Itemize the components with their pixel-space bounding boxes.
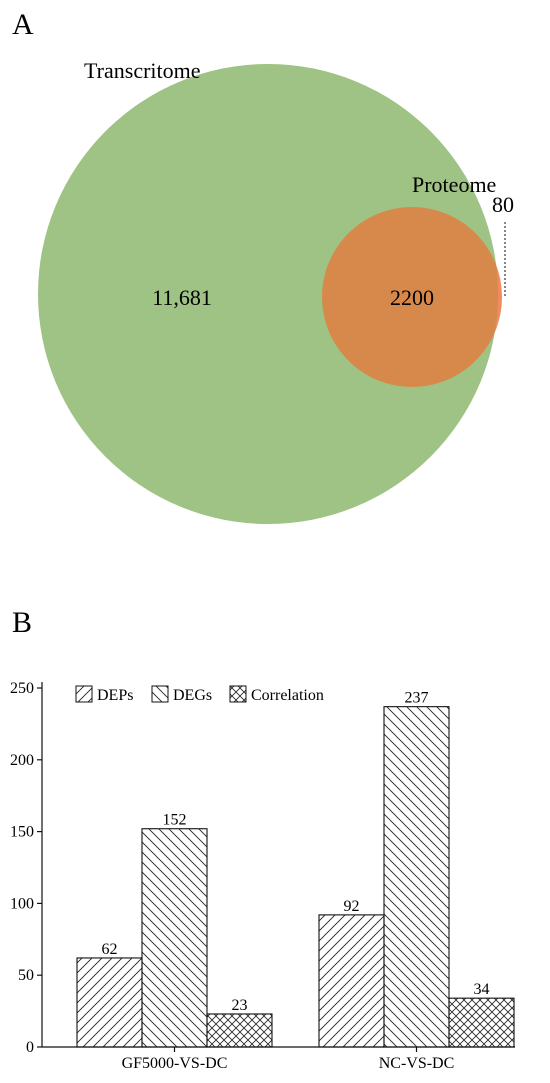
bar-degs-2 xyxy=(383,706,450,1048)
bar-value-label: 34 xyxy=(474,981,490,998)
legend-label-correlation: Correlation xyxy=(251,687,324,704)
y-tick-label: 250 xyxy=(10,680,34,697)
bar-deps-1 xyxy=(76,957,143,1048)
y-tick-label: 0 xyxy=(26,1039,34,1056)
y-tick-label: 50 xyxy=(18,967,34,984)
x-tick-label: GF5000-VS-DC xyxy=(122,1055,228,1072)
chart-bars: 62 152 23 92 237 34 xyxy=(76,690,515,1048)
bar-value-label: 92 xyxy=(344,898,360,915)
bar-deps-2 xyxy=(318,914,385,1048)
bar-value-label: 237 xyxy=(405,690,429,707)
y-tick-label: 150 xyxy=(10,824,34,841)
y-tick-label: 200 xyxy=(10,752,34,769)
venn-count-proteome-only: 80 xyxy=(492,192,514,217)
venn-circle-transcriptome xyxy=(38,64,498,524)
venn-count-overlap: 2200 xyxy=(390,285,434,310)
bar-value-label: 152 xyxy=(163,812,187,829)
legend-swatch-correlation xyxy=(229,685,247,703)
legend-swatch-deps xyxy=(75,685,93,703)
legend-swatch-degs xyxy=(151,685,169,703)
legend-label-degs: DEGs xyxy=(173,687,212,704)
x-tick-label: NC-VS-DC xyxy=(379,1055,455,1072)
bar-correlation-1 xyxy=(206,1013,273,1048)
legend-label-deps: DEPs xyxy=(97,687,133,704)
bar-degs-1 xyxy=(141,828,208,1048)
venn-count-transcriptome-only: 11,681 xyxy=(152,285,212,310)
bar-value-label: 23 xyxy=(232,997,248,1014)
panel-letter-b: B xyxy=(12,606,32,639)
panel-letter-a: A xyxy=(12,8,34,41)
bar-chart: 0 50 100 150 200 250 GF5000-VS-DC NC-VS-DC 62 15… xyxy=(10,680,515,1072)
venn-label-transcriptome: Transcritome xyxy=(84,58,201,83)
venn-diagram: A Transcritome Proteome 11,681 2200 80 xyxy=(12,8,514,524)
chart-legend: DEPs DEGs Correlation xyxy=(75,685,324,704)
bar-correlation-2 xyxy=(448,997,515,1048)
venn-label-proteome: Proteome xyxy=(412,172,496,197)
bar-value-label: 62 xyxy=(102,941,118,958)
y-tick-label: 100 xyxy=(10,895,34,912)
